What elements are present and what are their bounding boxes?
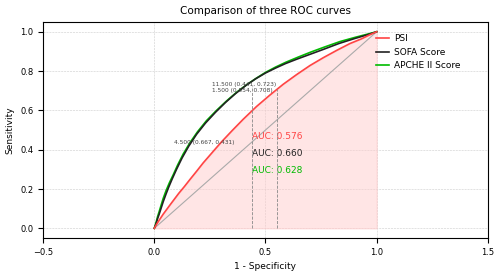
Text: 1.500 (0.554, 0.708): 1.500 (0.554, 0.708) <box>212 88 273 93</box>
Title: Comparison of three ROC curves: Comparison of three ROC curves <box>180 6 351 16</box>
Text: 4.500 (0.667, 0.431): 4.500 (0.667, 0.431) <box>174 140 235 145</box>
Text: AUC: 0.576: AUC: 0.576 <box>252 132 302 141</box>
Legend: PSI, SOFA Score, APCHE II Score: PSI, SOFA Score, APCHE II Score <box>372 31 464 74</box>
Y-axis label: Sensitivity: Sensitivity <box>6 106 15 154</box>
Text: 11.500 (0.441, 0.723): 11.500 (0.441, 0.723) <box>212 82 276 87</box>
Text: AUC: 0.660: AUC: 0.660 <box>252 149 302 158</box>
Text: AUC: 0.628: AUC: 0.628 <box>252 166 302 175</box>
X-axis label: 1 - Specificity: 1 - Specificity <box>234 262 296 271</box>
